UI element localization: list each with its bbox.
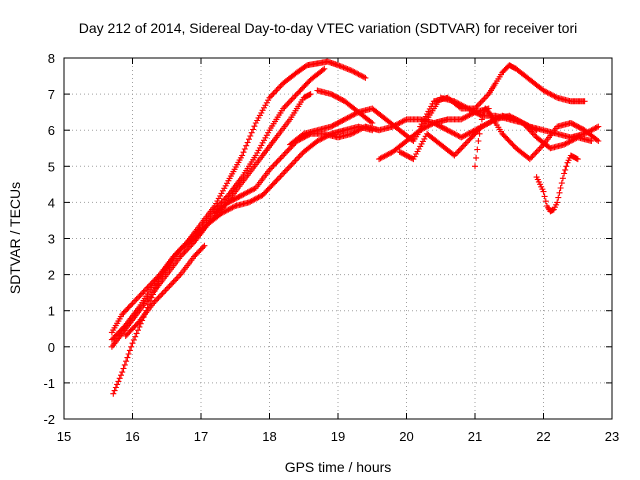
series-track-m bbox=[533, 152, 581, 215]
x-tick-label: 21 bbox=[468, 429, 482, 444]
x-tick-label: 15 bbox=[57, 429, 71, 444]
x-tick-label: 16 bbox=[125, 429, 139, 444]
y-tick-label: 6 bbox=[48, 123, 55, 138]
series-track-j bbox=[396, 112, 595, 163]
data-point-marks bbox=[472, 105, 602, 170]
x-axis-label: GPS time / hours bbox=[285, 459, 392, 475]
y-tick-label: 4 bbox=[48, 195, 55, 210]
y-tick-label: -2 bbox=[43, 412, 55, 427]
series-track-k bbox=[417, 62, 588, 130]
x-tick-label: 20 bbox=[399, 429, 413, 444]
y-tick-label: 8 bbox=[48, 51, 55, 66]
data-point-marks bbox=[533, 152, 581, 215]
y-tick-label: -1 bbox=[43, 376, 55, 391]
data-point-marks bbox=[108, 123, 376, 350]
series-track-a bbox=[110, 58, 369, 397]
chart-title: Day 212 of 2014, Sidereal Day-to-day VTE… bbox=[79, 20, 578, 36]
x-tick-label: 18 bbox=[262, 429, 276, 444]
series-track-l bbox=[472, 105, 602, 170]
y-axis-label: SDTVAR / TECUs bbox=[7, 182, 23, 294]
y-tick-label: 1 bbox=[48, 304, 55, 319]
x-tick-label: 19 bbox=[331, 429, 345, 444]
series-track-d bbox=[108, 123, 376, 350]
y-tick-label: 0 bbox=[48, 340, 55, 355]
data-point-marks bbox=[314, 87, 376, 126]
x-axis-ticks: 15 16 17 18 19 20 21 22 23 bbox=[57, 58, 619, 444]
y-tick-label: 5 bbox=[48, 159, 55, 174]
grid-layer bbox=[64, 58, 612, 419]
y-tick-label: 7 bbox=[48, 87, 55, 102]
data-point-marks bbox=[122, 242, 208, 339]
series-track-e bbox=[122, 242, 208, 339]
data-points bbox=[108, 58, 602, 397]
y-axis-ticks: -2 -1 0 1 2 3 4 5 6 7 8 bbox=[43, 51, 612, 427]
series-track-h bbox=[314, 87, 376, 126]
data-point-marks bbox=[396, 112, 595, 163]
plot-frame bbox=[63, 57, 613, 420]
data-point-marks bbox=[110, 58, 369, 397]
data-point-marks bbox=[417, 62, 588, 130]
y-tick-label: 3 bbox=[48, 232, 55, 247]
y-tick-label: 2 bbox=[48, 268, 55, 283]
x-tick-label: 23 bbox=[605, 429, 619, 444]
x-tick-label: 17 bbox=[194, 429, 208, 444]
x-tick-label: 22 bbox=[536, 429, 550, 444]
